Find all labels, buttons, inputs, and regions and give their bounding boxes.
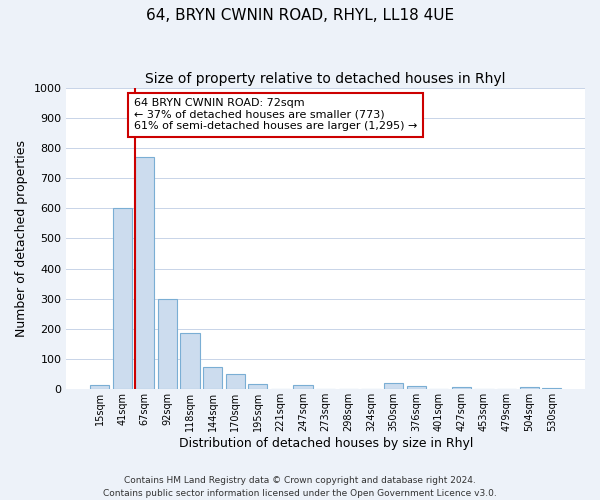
Title: Size of property relative to detached houses in Rhyl: Size of property relative to detached ho… bbox=[145, 72, 506, 86]
Bar bbox=[90, 385, 109, 390]
Bar bbox=[203, 366, 222, 390]
Bar bbox=[452, 387, 471, 390]
Bar bbox=[384, 384, 403, 390]
Y-axis label: Number of detached properties: Number of detached properties bbox=[15, 140, 28, 337]
Bar bbox=[407, 386, 426, 390]
X-axis label: Distribution of detached houses by size in Rhyl: Distribution of detached houses by size … bbox=[179, 437, 473, 450]
Bar bbox=[293, 386, 313, 390]
Text: 64, BRYN CWNIN ROAD, RHYL, LL18 4UE: 64, BRYN CWNIN ROAD, RHYL, LL18 4UE bbox=[146, 8, 454, 22]
Bar bbox=[248, 384, 268, 390]
Text: Contains HM Land Registry data © Crown copyright and database right 2024.
Contai: Contains HM Land Registry data © Crown c… bbox=[103, 476, 497, 498]
Bar bbox=[181, 334, 200, 390]
Bar bbox=[520, 387, 539, 390]
Bar bbox=[542, 388, 562, 390]
Text: 64 BRYN CWNIN ROAD: 72sqm
← 37% of detached houses are smaller (773)
61% of semi: 64 BRYN CWNIN ROAD: 72sqm ← 37% of detac… bbox=[134, 98, 417, 132]
Bar bbox=[135, 157, 154, 390]
Bar bbox=[226, 374, 245, 390]
Bar bbox=[113, 208, 132, 390]
Bar bbox=[158, 299, 177, 390]
